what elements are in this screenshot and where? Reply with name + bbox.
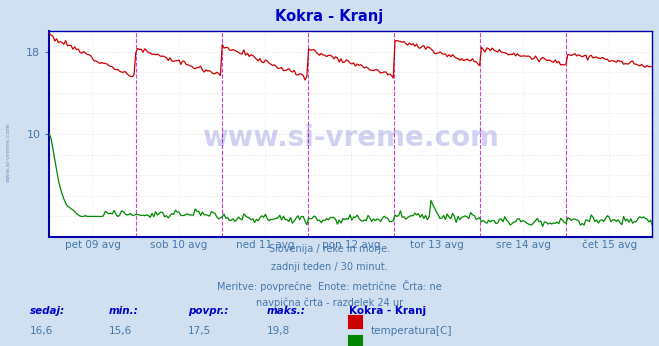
Text: www.si-vreme.com: www.si-vreme.com: [5, 122, 11, 182]
Text: sedaj:: sedaj:: [30, 306, 65, 316]
Text: Slovenija / reke in morje.: Slovenija / reke in morje.: [269, 244, 390, 254]
Text: 17,5: 17,5: [188, 326, 211, 336]
Text: zadnji teden / 30 minut.: zadnji teden / 30 minut.: [271, 262, 388, 272]
Text: Meritve: povprečne  Enote: metrične  Črta: ne: Meritve: povprečne Enote: metrične Črta:…: [217, 280, 442, 292]
Text: navpična črta - razdelek 24 ur: navpična črta - razdelek 24 ur: [256, 298, 403, 308]
Text: Kokra - Kranj: Kokra - Kranj: [275, 9, 384, 24]
Text: 16,6: 16,6: [30, 326, 53, 336]
Text: maks.:: maks.:: [267, 306, 306, 316]
Text: povpr.:: povpr.:: [188, 306, 228, 316]
Text: 15,6: 15,6: [109, 326, 132, 336]
Text: temperatura[C]: temperatura[C]: [370, 326, 452, 336]
Text: Kokra - Kranj: Kokra - Kranj: [349, 306, 426, 316]
Text: 19,8: 19,8: [267, 326, 290, 336]
Text: min.:: min.:: [109, 306, 138, 316]
Text: www.si-vreme.com: www.si-vreme.com: [202, 124, 500, 152]
